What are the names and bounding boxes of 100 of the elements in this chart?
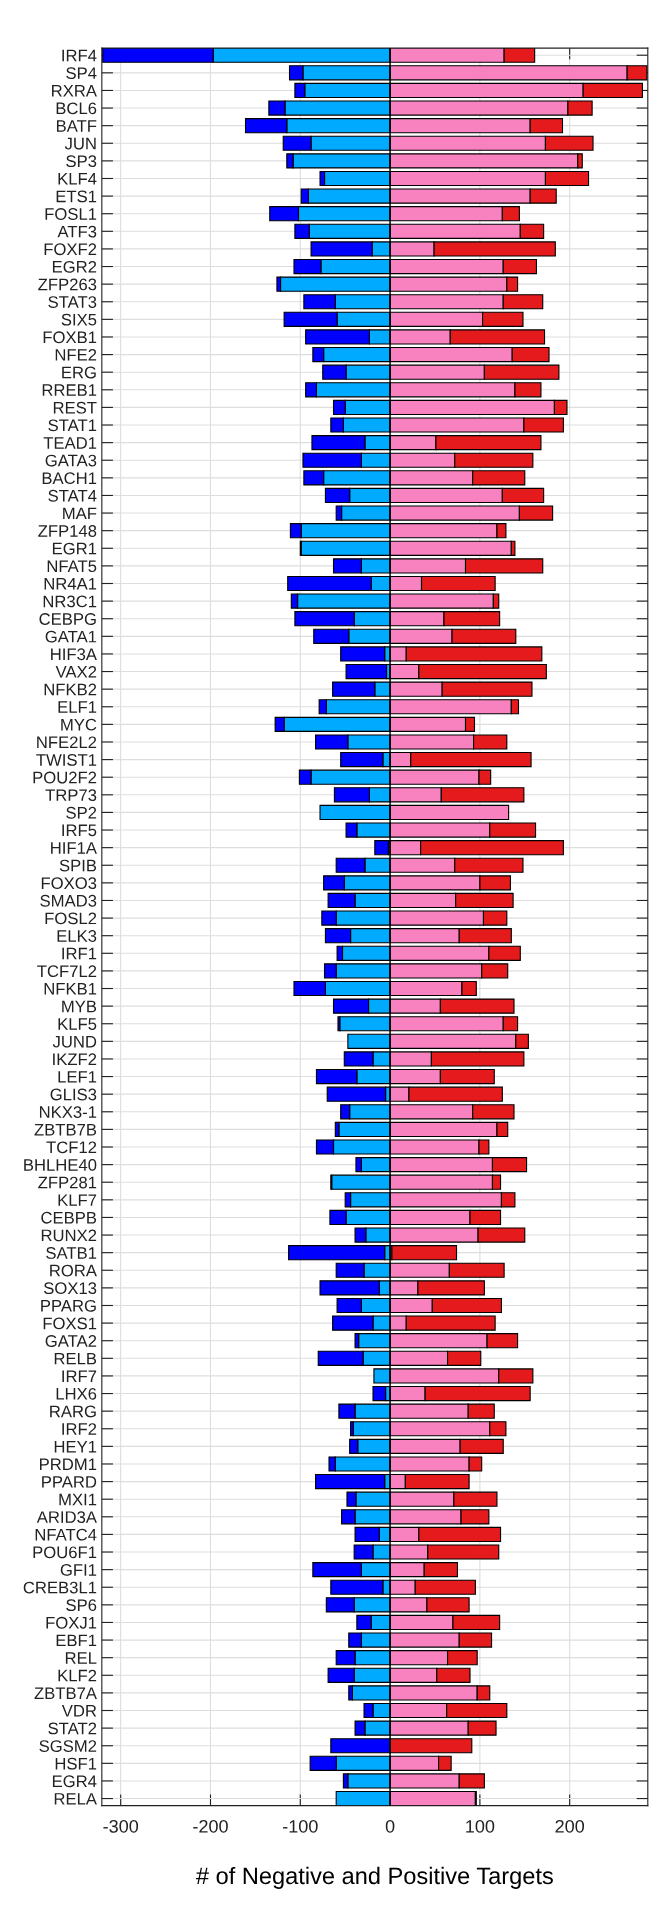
y-tick-label: BATF — [56, 120, 97, 132]
y-tick-label: EBF1 — [56, 1634, 97, 1647]
y-tick-label: GATA2 — [45, 1335, 97, 1347]
x-tick-label: 0 — [385, 1819, 395, 1833]
y-tick-label: ETS1 — [56, 190, 97, 203]
y-tick-label: FOXF2 — [44, 243, 97, 256]
y-tick-label: REST — [53, 401, 97, 414]
y-tick-label: IKZF2 — [53, 1053, 97, 1065]
y-tick-label: EGR1 — [52, 542, 97, 555]
y-tick-label: ARID3A — [36, 1511, 97, 1524]
y-tick-label: MXI1 — [59, 1493, 97, 1506]
y-tick-label: ZBTB7A — [34, 1687, 97, 1699]
y-tick-label: STAT2 — [48, 1722, 97, 1735]
y-tick-label: JUN — [64, 137, 96, 150]
y-tick-label: SGSM2 — [39, 1740, 97, 1752]
y-tick-label: STAT1 — [48, 419, 97, 432]
y-tick-label: SMAD3 — [40, 894, 97, 907]
y-tick-label: RORA — [50, 1264, 97, 1277]
y-tick-label: MAF — [63, 507, 97, 520]
y-tick-label: JUND — [52, 1035, 97, 1048]
y-tick-label: ERG — [62, 366, 96, 379]
y-tick-label: STAT4 — [48, 489, 97, 502]
y-tick-label: NFATC4 — [35, 1528, 97, 1541]
y-tick-label: VAX2 — [55, 665, 97, 678]
y-tick-label: MYB — [62, 1000, 97, 1013]
y-tick-label: RREB1 — [42, 384, 97, 396]
y-tick-label: PPARG — [41, 1299, 96, 1312]
y-tick-label: CREB3L1 — [23, 1581, 97, 1594]
y-tick-label: SATB1 — [46, 1247, 97, 1259]
y-tick-label: TEAD1 — [43, 437, 97, 449]
y-tick-label: CEBPG — [39, 613, 96, 625]
y-tick-label: EGR4 — [52, 1775, 97, 1788]
y-tick-label: NFE2L2 — [37, 736, 97, 749]
y-tick-label: KLF7 — [58, 1194, 97, 1206]
y-tick-label: GFI1 — [60, 1564, 97, 1576]
y-tick-label: KLF2 — [58, 1669, 97, 1682]
y-tick-label: RUNX2 — [41, 1229, 97, 1242]
x-tick-label: -300 — [103, 1819, 139, 1833]
y-tick-label: KLF5 — [58, 1018, 97, 1030]
y-tick-label: NKX3-1 — [39, 1106, 97, 1118]
y-tick-label: HIF1A — [51, 842, 97, 854]
y-tick-label: NR3C1 — [43, 595, 97, 608]
y-tick-label: ATF3 — [57, 225, 97, 238]
y-tick-label: HSF1 — [55, 1757, 97, 1770]
y-tick-label: PPARD — [42, 1476, 97, 1488]
y-tick-label: GATA3 — [45, 454, 97, 467]
y-tick-label: NFAT5 — [47, 560, 97, 573]
y-tick-label: HIF3A — [51, 648, 97, 661]
y-tick-label: ELF1 — [58, 701, 97, 713]
y-tick-label: VDR — [61, 1705, 97, 1717]
y-tick-label: BHLHE40 — [24, 1159, 97, 1171]
y-tick-label: IRF1 — [62, 947, 97, 960]
y-tick-label: LHX6 — [56, 1387, 97, 1400]
y-tick-label: FOSL2 — [45, 912, 97, 925]
y-tick-label: FOXB1 — [43, 331, 97, 344]
y-tick-label: TWIST1 — [36, 754, 97, 766]
y-tick-label: SP3 — [66, 155, 97, 168]
y-tick-label: SPIB — [59, 859, 97, 872]
y-tick-label: NR4A1 — [44, 578, 97, 590]
y-tick-label: RXRA — [52, 85, 97, 97]
y-tick-label: STAT3 — [48, 296, 97, 308]
y-tick-label: FOXJ1 — [46, 1616, 97, 1629]
y-tick-label: IRF4 — [62, 49, 97, 62]
y-tick-label: FOXO3 — [41, 877, 97, 890]
y-tick-label: SP2 — [66, 806, 97, 819]
x-axis-title: # of Negative and Positive Targets — [195, 1866, 553, 1889]
y-tick-label: EGR2 — [52, 260, 97, 273]
x-tick-label: 100 — [466, 1819, 495, 1833]
y-tick-label: FOSL1 — [45, 208, 97, 220]
y-tick-label: BCL6 — [56, 102, 97, 115]
y-tick-label: RELB — [54, 1352, 97, 1365]
y-tick-label: IRF7 — [62, 1370, 97, 1382]
x-tick-label: 200 — [555, 1819, 585, 1833]
x-tick-label: -100 — [283, 1819, 318, 1833]
y-tick-label: REL — [65, 1652, 97, 1664]
y-tick-label: PRDM1 — [40, 1458, 97, 1471]
y-tick-label: TRP73 — [45, 789, 97, 802]
y-tick-label: SIX5 — [61, 313, 97, 326]
y-tick-label: POU2F2 — [33, 771, 97, 784]
y-tick-label: ZFP148 — [38, 525, 97, 537]
y-tick-label: NFE2 — [55, 348, 97, 361]
y-tick-label: IRF5 — [62, 824, 97, 837]
y-tick-label: KLF4 — [58, 173, 97, 185]
y-tick-label: RELA — [54, 1793, 97, 1805]
y-tick-label: TCF12 — [46, 1141, 97, 1154]
y-tick-label: NFKB2 — [44, 683, 97, 696]
x-tick-label: -200 — [193, 1819, 228, 1833]
y-tick-label: ZBTB7B — [34, 1123, 97, 1136]
y-tick-label: GLIS3 — [50, 1088, 97, 1101]
y-tick-label: HEY1 — [54, 1440, 97, 1453]
y-tick-label: FOXS1 — [43, 1317, 97, 1330]
y-tick-label: SP4 — [66, 67, 97, 80]
y-tick-label: ZFP281 — [38, 1176, 97, 1189]
y-tick-label: GATA1 — [45, 630, 97, 643]
y-tick-label: CEBPB — [41, 1211, 97, 1224]
y-tick-label: ELK3 — [57, 930, 97, 942]
y-tick-label: POU6F1 — [33, 1546, 97, 1559]
y-tick-label: MYC — [61, 718, 97, 731]
y-tick-label: NFKB1 — [44, 983, 97, 995]
y-tick-label: BACH1 — [42, 472, 97, 485]
